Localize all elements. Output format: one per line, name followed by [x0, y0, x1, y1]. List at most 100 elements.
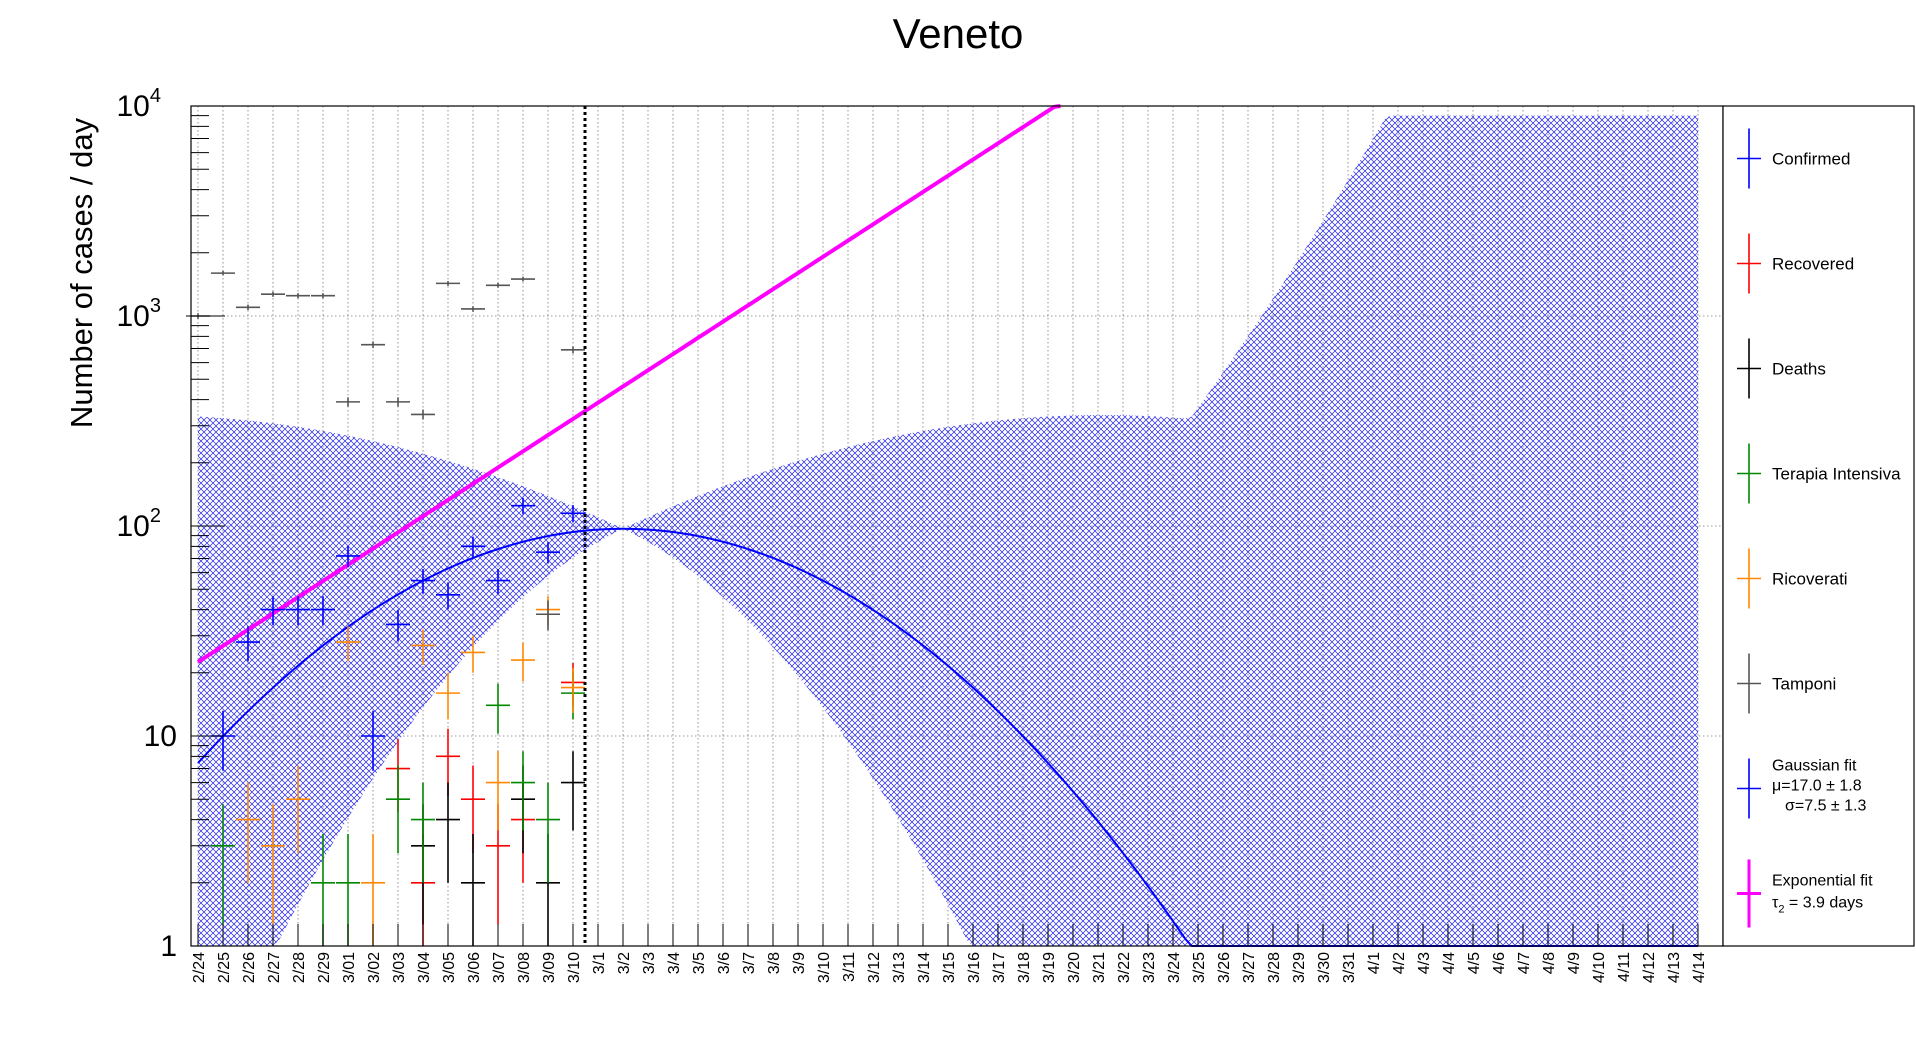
tamponi-point	[211, 270, 235, 276]
x-tick-label: 3/5	[691, 952, 708, 974]
x-tick-label: 3/3	[641, 952, 658, 974]
x-tick-label: 4/13	[1666, 952, 1683, 983]
legend-label-confirmed: Confirmed	[1772, 150, 1850, 169]
legend-label-terapia-intensiva: Terapia Intensiva	[1772, 465, 1901, 484]
gaussian-band	[198, 115, 1698, 946]
x-tick-label: 3/23	[1141, 952, 1158, 983]
x-tick-label: 3/24	[1166, 952, 1183, 983]
x-tick-label: 2/26	[241, 952, 258, 983]
gaussian-uncertainty-band	[198, 115, 1698, 946]
terapia-intensiva-point	[386, 765, 410, 854]
ricoverati-point	[286, 765, 310, 854]
tamponi-point	[286, 293, 310, 299]
deaths-point	[436, 782, 460, 883]
x-tick-label: 2/27	[266, 952, 283, 983]
y-tick-label: 1	[160, 930, 177, 963]
confirmed-point	[386, 609, 410, 642]
x-tick-label: 3/13	[891, 952, 908, 983]
x-tick-label: 3/4	[666, 952, 683, 974]
x-tick-label: 3/30	[1316, 952, 1333, 983]
terapia-intensiva-point	[511, 751, 535, 831]
x-tick-label: 4/14	[1691, 952, 1708, 983]
confirmed-point	[536, 542, 560, 564]
tamponi-point	[436, 280, 460, 286]
legend-fit-param: σ=7.5 ± 1.3	[1785, 798, 1866, 815]
x-tick-label: 3/31	[1341, 952, 1358, 983]
x-tick-label: 3/25	[1191, 952, 1208, 983]
y-tick-label: 104	[117, 85, 162, 123]
legend-label-deaths: Deaths	[1772, 360, 1826, 379]
x-tick-label: 3/07	[491, 952, 508, 983]
x-tick-label: 2/28	[291, 952, 308, 983]
ricoverati-point	[236, 782, 260, 883]
confirmed-point	[286, 596, 310, 626]
x-tick-label: 3/20	[1066, 952, 1083, 983]
tamponi-point	[386, 397, 410, 407]
x-tick-label: 2/29	[316, 952, 333, 983]
x-tick-label: 3/14	[916, 952, 933, 983]
axes: 2/24 2/25 2/26 2/27 2/28 2/29 3/01 3/02 3/03 3/04…	[117, 85, 1724, 983]
confirmed-point	[511, 497, 535, 515]
x-tick-label: 3/26	[1216, 952, 1233, 983]
legend-fit-param: τ2 = 3.9 days	[1772, 895, 1863, 916]
ricoverati-point	[561, 667, 585, 713]
confirmed-point	[311, 596, 335, 626]
legend-label-ricoverati: Ricoverati	[1772, 570, 1848, 589]
x-tick-label: 4/8	[1541, 952, 1558, 974]
x-tick-label: 3/04	[416, 952, 433, 983]
tamponi-point	[536, 600, 560, 631]
ricoverati-point	[411, 629, 435, 665]
ricoverati-point	[336, 626, 360, 662]
y-tick-label: 103	[117, 295, 162, 333]
y-axis-label: Number of cases / day	[64, 117, 99, 428]
x-tick-label: 4/6	[1491, 952, 1508, 974]
chart-title: Veneto	[893, 10, 1024, 57]
tamponi-point	[261, 291, 285, 297]
exponential-fit-curve	[196, 104, 1061, 664]
confirmed-point	[361, 710, 385, 771]
legend-label-tamponi: Tamponi	[1772, 675, 1836, 694]
x-tick-label: 3/21	[1091, 952, 1108, 983]
legend-fit-param: μ=17.0 ± 1.8	[1772, 778, 1862, 795]
x-tick-label: 4/2	[1391, 952, 1408, 974]
tamponi-point	[561, 346, 585, 354]
ricoverati-point	[511, 642, 535, 682]
confirmed-point	[461, 536, 485, 558]
x-tick-label: 3/11	[841, 952, 858, 982]
terapia-intensiva-point	[486, 683, 510, 734]
confirmed-point	[411, 568, 435, 594]
legend-label-recovered: Recovered	[1772, 255, 1854, 274]
ricoverati-point	[461, 635, 485, 673]
x-tick-label: 3/2	[616, 952, 633, 974]
terapia-intensiva-point	[411, 782, 435, 883]
tamponi-point	[361, 341, 385, 349]
tamponi-point	[236, 304, 260, 311]
confirmed-point	[486, 568, 510, 594]
x-tick-label: 4/9	[1566, 952, 1583, 974]
x-tick-label: 3/03	[391, 952, 408, 983]
ricoverati-point	[486, 751, 510, 831]
x-tick-label: 3/10	[566, 952, 583, 983]
tamponi-point	[411, 409, 435, 420]
confirmed-point	[336, 545, 360, 568]
terapia-intensiva-point	[536, 782, 560, 883]
confirmed-point	[261, 596, 285, 626]
x-tick-label: 4/4	[1441, 952, 1458, 974]
legend-label-exponential-fit: Exponential fit	[1772, 873, 1873, 890]
x-tick-label: 3/18	[1016, 952, 1033, 983]
x-tick-label: 3/9	[791, 952, 808, 974]
legend-box	[1722, 105, 1915, 947]
x-tick-label: 2/25	[216, 952, 233, 983]
x-tick-label: 3/12	[866, 952, 883, 983]
x-tick-label: 4/1	[1366, 952, 1383, 974]
x-tick-label: 2/24	[191, 952, 208, 983]
x-tick-label: 4/3	[1416, 952, 1433, 974]
ricoverati-point	[261, 804, 285, 925]
ricoverati-point	[436, 672, 460, 720]
tamponi-point	[511, 276, 535, 282]
x-tick-label: 4/7	[1516, 952, 1533, 974]
x-tick-label: 4/11	[1616, 952, 1633, 982]
tamponi-point	[461, 306, 485, 312]
x-tick-label: 3/22	[1116, 952, 1133, 983]
